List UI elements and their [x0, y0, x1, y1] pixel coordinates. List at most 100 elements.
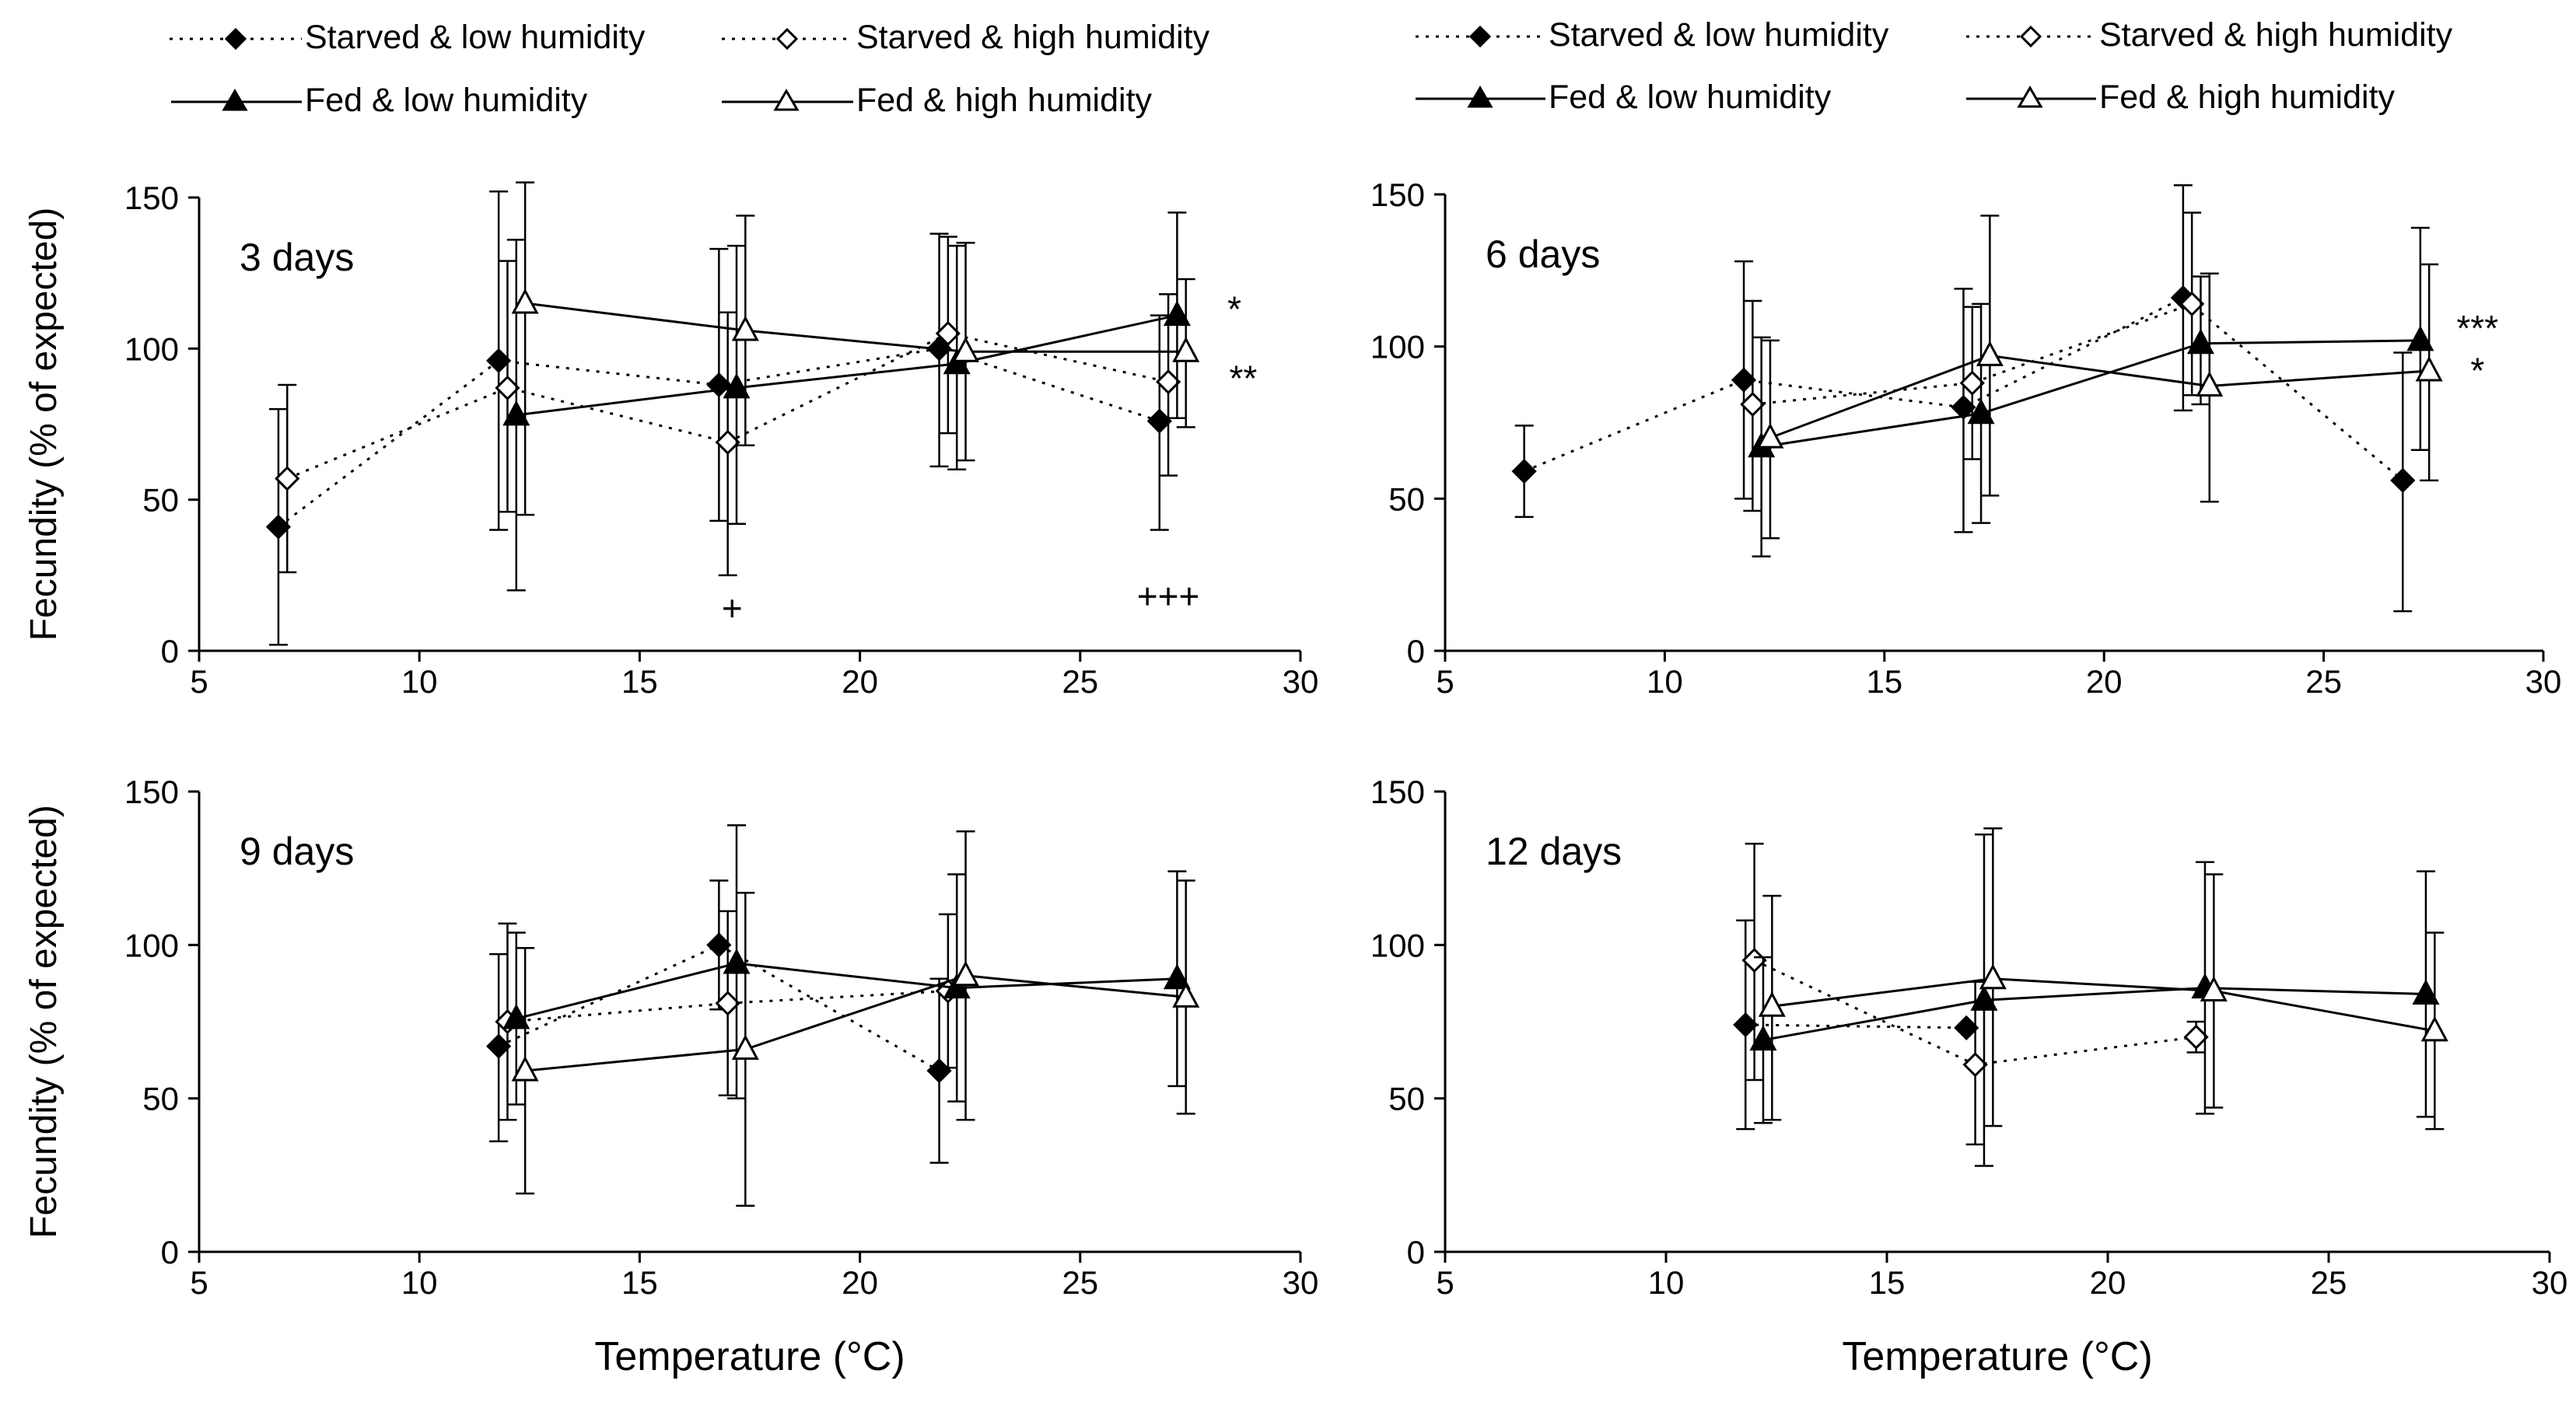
- data-point: [1962, 1052, 1988, 1078]
- data-point: [715, 429, 740, 455]
- significance-mark: ***: [2456, 308, 2498, 348]
- data-point: [511, 288, 539, 314]
- chart-panel-9-days: 0 50 100 150 5 10 15 20 25 30 9 days Fecundity (% o…: [23, 774, 1318, 1379]
- x-tick-label: 25: [1062, 663, 1098, 700]
- data-point: [1163, 300, 1191, 327]
- data-point: [1511, 458, 1537, 484]
- data-point: [1731, 367, 1757, 393]
- panel-title: 9 days: [240, 830, 354, 873]
- data-point: [1954, 1015, 1979, 1041]
- significance-mark: +++: [1137, 576, 1200, 617]
- legend-label-fed-low: Fed & low humidity: [305, 82, 588, 119]
- legend-item-starved-low: Starved & low humidity: [170, 19, 646, 56]
- x-axis-label: Temperature (°C): [594, 1334, 905, 1379]
- y-tick-label: 150: [124, 180, 179, 216]
- legend-item-fed-low: Fed & low humidity: [171, 82, 588, 119]
- series-fed-high: [1758, 827, 2448, 1131]
- data-point: [1979, 963, 2007, 990]
- open-diamond-icon: [775, 27, 799, 51]
- legend-item-starved-high: Starved & high humidity: [1966, 16, 2453, 54]
- data-point: [1172, 337, 1200, 362]
- data-point: [1733, 1012, 1759, 1038]
- data-point: [2390, 467, 2416, 493]
- x-tick-label: 5: [190, 1264, 208, 1301]
- data-point: [935, 320, 961, 347]
- y-tick-label: 0: [1407, 1234, 1425, 1270]
- significance-mark: +: [722, 588, 743, 628]
- series-line: [1769, 354, 2430, 439]
- series-line: [516, 962, 1178, 1020]
- data-point: [1741, 947, 1767, 973]
- data-point: [2183, 1024, 2209, 1050]
- panel-title: 6 days: [1486, 232, 1600, 276]
- data-point: [1967, 398, 1995, 425]
- data-point: [926, 1058, 952, 1084]
- series-fed-low: [1748, 226, 2434, 557]
- significance-mark: **: [1229, 358, 1257, 399]
- data-point: [731, 315, 759, 341]
- data-point: [1959, 370, 1985, 396]
- legend-label-fed-high: Fed & high humidity: [2099, 79, 2396, 116]
- series-fed-high: [511, 181, 1200, 516]
- open-diamond-icon: [2019, 25, 2042, 48]
- data-point: [706, 932, 732, 958]
- data-point: [1970, 985, 1998, 1011]
- filled-diamond-icon: [224, 27, 247, 51]
- data-point: [715, 991, 740, 1016]
- y-tick-label: 0: [161, 633, 179, 669]
- x-tick-label: 30: [2532, 1264, 2568, 1301]
- legend-item-fed-high: Fed & high humidity: [1966, 79, 2396, 116]
- data-point: [2179, 291, 2205, 317]
- data-point: [1146, 408, 1172, 434]
- x-tick-label: 5: [190, 663, 208, 700]
- series-starved-high: [1740, 211, 2205, 512]
- y-tick-label: 150: [1370, 176, 1425, 213]
- series-starved-high: [495, 910, 961, 1121]
- legend-item-fed-high: Fed & high humidity: [722, 82, 1153, 119]
- data-point: [502, 1003, 530, 1029]
- data-point: [1163, 963, 1191, 990]
- series-line: [1745, 1023, 1967, 1029]
- series-line: [516, 314, 1178, 417]
- series-line: [524, 302, 1186, 353]
- data-point: [2406, 325, 2434, 351]
- y-tick-label: 100: [124, 330, 179, 367]
- data-point: [1155, 369, 1181, 395]
- data-point: [943, 348, 971, 375]
- series-starved-low: [265, 190, 1172, 646]
- y-tick-label: 50: [1388, 1081, 1425, 1117]
- x-axis-label: Temperature (°C): [1842, 1334, 2152, 1379]
- data-point: [495, 375, 520, 400]
- open-triangle-icon: [773, 89, 800, 111]
- series-starved-low: [1511, 184, 2416, 613]
- x-tick-label: 15: [621, 1264, 658, 1301]
- data-point: [1758, 991, 1786, 1017]
- series-starved-high: [275, 236, 1181, 577]
- y-tick-label: 150: [1370, 774, 1425, 810]
- chart-panel-3-days: 0 50 100 150 5 10 15 20 25 30 3 days Fecundity (% o…: [23, 180, 1318, 700]
- data-point: [1740, 391, 1766, 418]
- x-tick-label: 20: [842, 1264, 878, 1301]
- significance-mark: *: [1227, 288, 1241, 329]
- y-tick-label: 50: [1388, 481, 1425, 517]
- series-starved-high: [1741, 842, 2209, 1146]
- x-tick-label: 10: [1647, 663, 1683, 700]
- series-starved-low: [1733, 919, 1979, 1131]
- x-tick-label: 10: [401, 1264, 438, 1301]
- x-tick-label: 25: [2311, 1264, 2347, 1301]
- data-point: [731, 1034, 759, 1061]
- series-line: [524, 974, 1186, 1072]
- x-tick-label: 20: [2090, 1264, 2126, 1301]
- data-point: [275, 466, 300, 491]
- series-line: [1752, 302, 2193, 406]
- legend-item-starved-low: Starved & low humidity: [1416, 16, 1889, 54]
- data-point: [2420, 1015, 2448, 1042]
- series-fed-low: [502, 824, 1191, 1106]
- data-point: [1172, 982, 1200, 1008]
- legend-item-starved-high: Starved & high humidity: [722, 19, 1210, 56]
- data-point: [265, 514, 292, 540]
- data-point: [2196, 371, 2224, 397]
- x-tick-label: 15: [621, 663, 658, 700]
- series-line: [1524, 296, 2404, 482]
- x-tick-label: 30: [1283, 663, 1319, 700]
